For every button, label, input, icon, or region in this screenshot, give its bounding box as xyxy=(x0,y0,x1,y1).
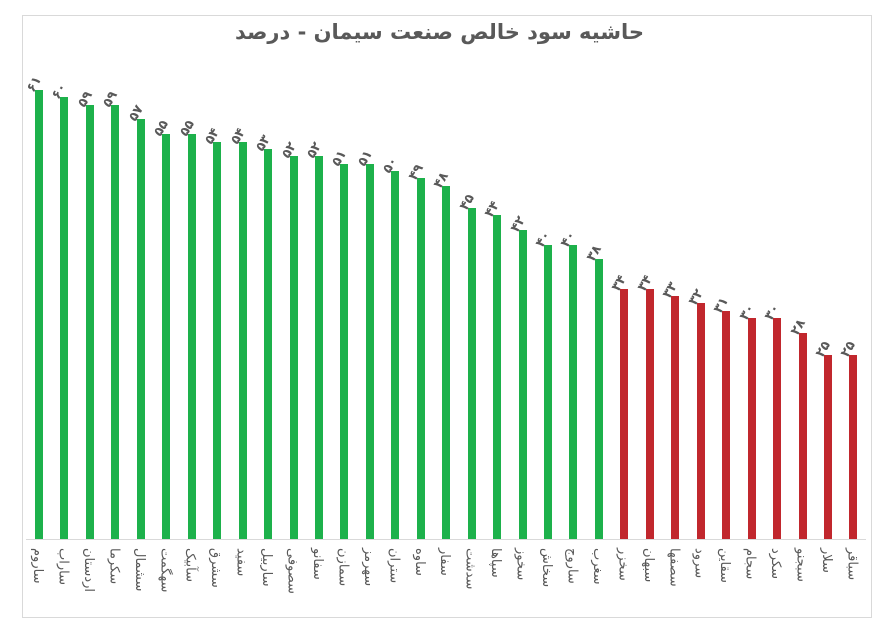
bar xyxy=(85,104,94,539)
category-label: اردستان xyxy=(80,548,96,593)
bar xyxy=(747,318,756,539)
bar xyxy=(111,104,120,539)
category-label: سخوز xyxy=(513,548,529,581)
category-label: سهرمز xyxy=(360,548,376,587)
category-label: سشرق xyxy=(208,548,224,588)
bar xyxy=(823,354,832,539)
category-label: سغرب xyxy=(589,548,605,585)
category-label: سقاین xyxy=(717,548,733,583)
bar xyxy=(493,215,502,539)
category-label: سصفها xyxy=(666,548,682,587)
bar xyxy=(467,207,476,539)
category-label: سرود xyxy=(691,548,707,579)
category-label: ساوه xyxy=(411,548,427,576)
bar xyxy=(136,119,145,539)
bar xyxy=(696,303,705,539)
category-label: سخاش xyxy=(539,548,554,588)
category-label: سبهان xyxy=(640,548,656,583)
category-label: سفانو xyxy=(309,548,325,580)
bar xyxy=(238,141,247,539)
category-label: سفید xyxy=(233,548,249,577)
category-label: سدشت xyxy=(462,548,478,590)
bar xyxy=(620,288,629,539)
bar xyxy=(518,229,527,539)
bar xyxy=(544,244,552,539)
bar xyxy=(365,163,374,539)
category-label: سخزر xyxy=(615,548,631,581)
category-label: ساربیل xyxy=(259,548,275,587)
bar xyxy=(340,163,349,539)
bar xyxy=(289,156,298,539)
bar xyxy=(35,90,43,539)
category-label: سکرد xyxy=(768,548,784,580)
category-label: سفار xyxy=(437,548,453,576)
bar xyxy=(849,354,858,539)
category-label: سجام xyxy=(742,548,758,580)
category-label: ستران xyxy=(386,548,402,584)
category-label: سآبیک xyxy=(182,548,198,583)
chart-title: حاشیه سود خالص صنعت سیمان - درصد xyxy=(234,20,645,44)
bar xyxy=(798,332,807,539)
bar xyxy=(264,148,273,539)
category-label: سباقر xyxy=(844,548,860,581)
bar xyxy=(569,244,578,539)
category-label: سصوفی xyxy=(284,548,300,594)
bar xyxy=(722,310,731,539)
bar xyxy=(213,141,222,539)
x-axis-line xyxy=(26,539,866,540)
category-label: سلار xyxy=(818,548,834,573)
bar xyxy=(391,170,400,539)
category-label: ساراب xyxy=(55,548,71,585)
category-label: سمازن xyxy=(335,548,351,587)
category-label: سهگمت xyxy=(157,548,173,593)
bar xyxy=(60,97,69,539)
category-label: سکرما xyxy=(106,548,122,585)
category-label: ساروم xyxy=(30,548,45,584)
category-label: سشمال xyxy=(131,548,147,592)
bar xyxy=(416,178,425,539)
bar xyxy=(162,134,171,539)
bar xyxy=(773,318,782,539)
category-label: سپاها xyxy=(488,548,504,578)
bar xyxy=(671,296,680,539)
bar xyxy=(594,259,603,539)
bar xyxy=(314,156,323,539)
bar xyxy=(442,185,451,539)
category-label: سبجنو xyxy=(793,548,809,582)
category-label: ساروج xyxy=(564,548,580,584)
bar xyxy=(645,288,654,539)
bar xyxy=(187,134,196,539)
